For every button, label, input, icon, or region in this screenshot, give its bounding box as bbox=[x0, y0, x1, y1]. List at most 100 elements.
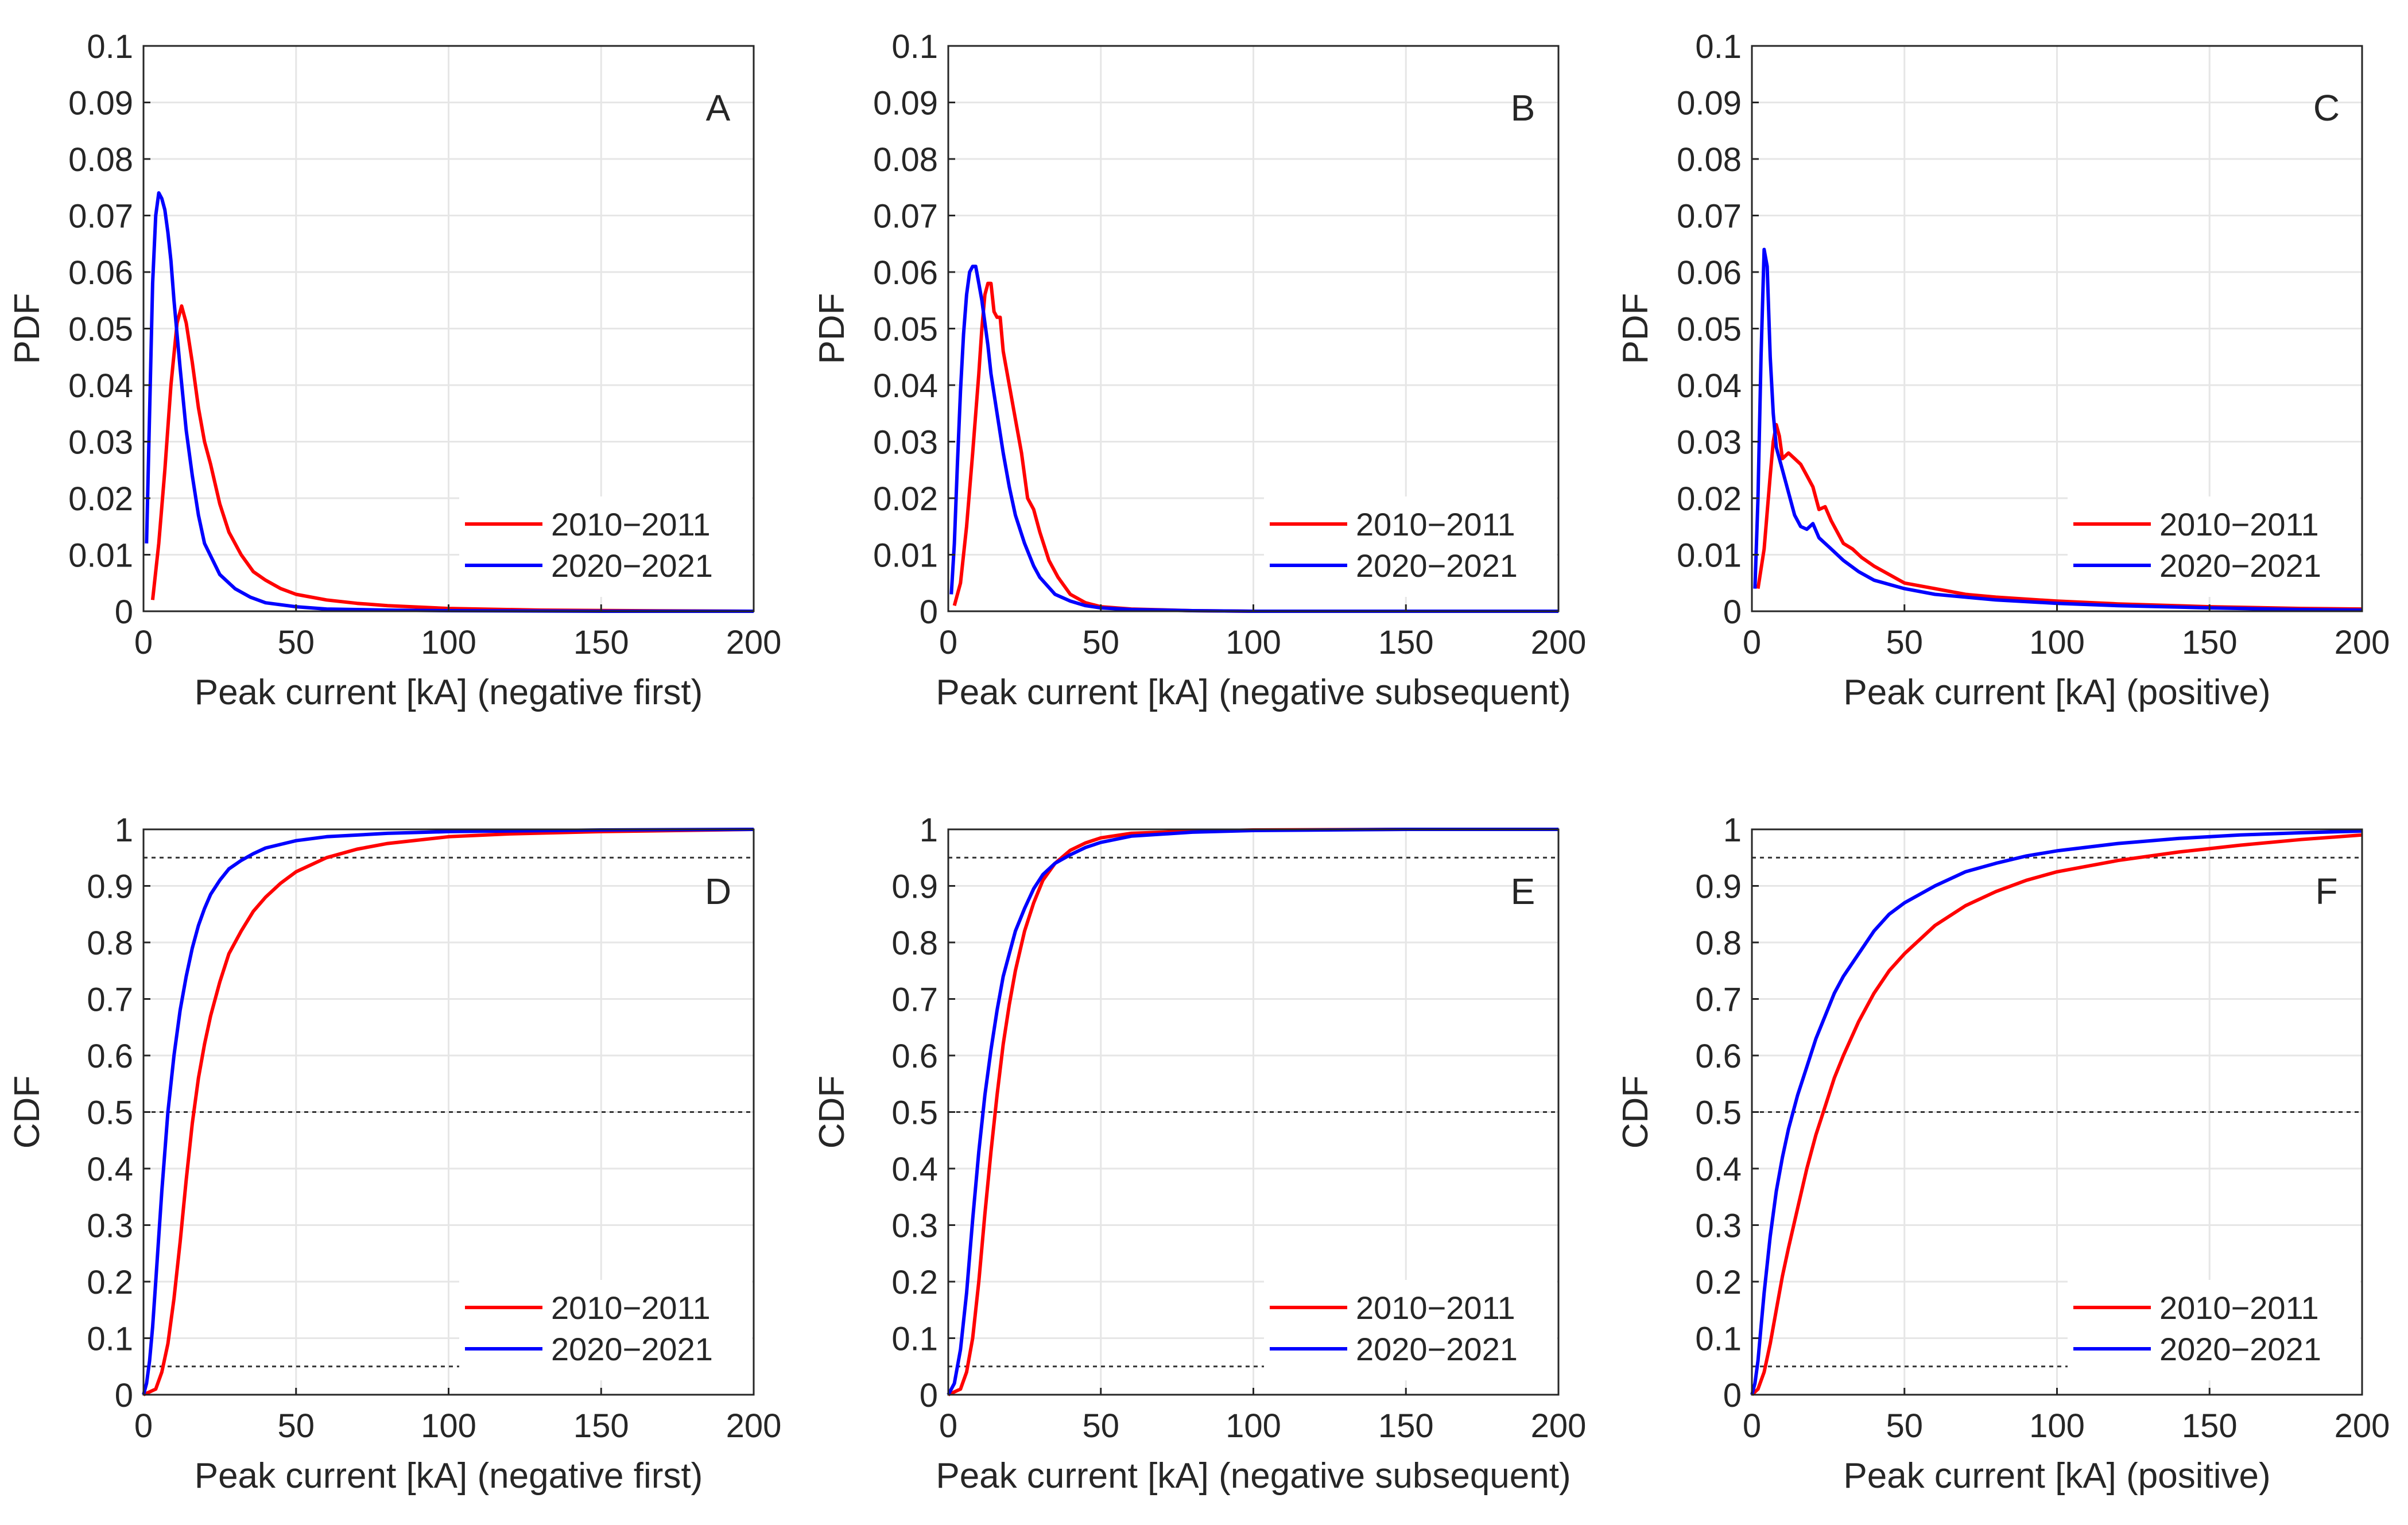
y-tick-label: 0.1 bbox=[891, 28, 938, 65]
y-axis-label: CDF bbox=[1616, 1076, 1655, 1148]
x-tick-label: 0 bbox=[134, 1407, 153, 1445]
y-tick-label: 0.2 bbox=[1695, 1264, 1742, 1301]
y-tick-label: 0.01 bbox=[68, 537, 133, 575]
legend: 2010−2011 2020−2021 bbox=[2068, 496, 2360, 597]
series-line-2020-2021 bbox=[949, 265, 1558, 613]
panel-letter: B bbox=[1511, 87, 1535, 129]
y-tick-label: 0 bbox=[115, 1377, 133, 1414]
legend-entry: 2020−2021 bbox=[2159, 1331, 2321, 1367]
y-tick-label: 0.1 bbox=[87, 28, 133, 65]
legend-entry: 2010−2011 bbox=[2159, 506, 2319, 542]
y-tick-label: 0.9 bbox=[1695, 868, 1742, 906]
x-tick-label: 150 bbox=[573, 1407, 629, 1445]
panel-letter: E bbox=[1511, 871, 1535, 912]
legend-box bbox=[459, 496, 752, 597]
legend-entry: 2020−2021 bbox=[551, 548, 713, 584]
y-tick-label: 0.07 bbox=[1677, 198, 1742, 235]
panel-B: 2010−2011 2020−2021 0 50 100 150 200 0 0.01 0.02 0… bbox=[812, 28, 1586, 712]
y-tick-label: 0.03 bbox=[1677, 424, 1742, 461]
series-line-2020-2021 bbox=[145, 191, 754, 613]
y-tick-label: 0.07 bbox=[68, 198, 133, 235]
y-tick-label: 0.7 bbox=[87, 981, 133, 1019]
legend: 2010−2011 2020−2021 bbox=[459, 496, 752, 597]
x-tick-label: 100 bbox=[1226, 1407, 1281, 1445]
y-tick-label: 0.08 bbox=[68, 141, 133, 179]
y-tick-label: 0.02 bbox=[1677, 480, 1742, 518]
y-tick-label: 0.5 bbox=[891, 1095, 938, 1132]
x-axis-label: Peak current [kA] (positive) bbox=[1843, 673, 2270, 712]
y-tick-label: 0.1 bbox=[87, 1321, 133, 1358]
y-tick-label: 0.1 bbox=[1695, 28, 1742, 65]
x-tick-label: 0 bbox=[939, 1407, 957, 1445]
legend: 2010−2011 2020−2021 bbox=[1264, 1280, 1557, 1380]
series-line-2020-2021 bbox=[1750, 829, 2363, 1395]
x-tick-label: 50 bbox=[277, 1407, 315, 1445]
y-tick-label: 0.05 bbox=[68, 311, 133, 348]
y-tick-label: 0.1 bbox=[891, 1321, 938, 1358]
y-tick-label: 0 bbox=[1723, 593, 1742, 631]
y-tick-label: 0.6 bbox=[891, 1038, 938, 1075]
y-tick-label: 0.4 bbox=[891, 1151, 938, 1188]
y-tick-label: 0.04 bbox=[1677, 367, 1742, 405]
x-tick-label: 200 bbox=[1531, 1407, 1587, 1445]
series-line-2010-2011 bbox=[1750, 833, 2363, 1396]
x-tick-label: 50 bbox=[1886, 624, 1923, 661]
x-tick-label: 200 bbox=[726, 1407, 782, 1445]
panel-letter: C bbox=[2313, 87, 2340, 129]
legend: 2010−2011 2020−2021 bbox=[459, 1280, 752, 1380]
panel-D: 2010−2011 2020−2021 0 50 100 150 200 0 0.1 0.2 0.3… bbox=[7, 812, 781, 1496]
x-tick-label: 50 bbox=[1082, 624, 1119, 661]
x-tick-label: 150 bbox=[573, 624, 629, 661]
y-tick-label: 0.4 bbox=[1695, 1151, 1742, 1188]
y-tick-label: 0.3 bbox=[891, 1208, 938, 1245]
series-line-2020-2021 bbox=[947, 828, 1558, 1396]
legend: 2010−2011 2020−2021 bbox=[2068, 1280, 2360, 1380]
legend-entry: 2020−2021 bbox=[551, 1331, 713, 1367]
x-tick-label: 0 bbox=[1743, 624, 1761, 661]
y-tick-label: 0 bbox=[920, 593, 938, 631]
y-axis-label: PDF bbox=[7, 293, 47, 364]
x-tick-label: 100 bbox=[421, 624, 476, 661]
y-tick-label: 0.5 bbox=[87, 1095, 133, 1132]
y-tick-label: 0.08 bbox=[873, 141, 938, 179]
legend-entry: 2010−2011 bbox=[1356, 1290, 1515, 1326]
y-tick-label: 1 bbox=[1723, 812, 1742, 849]
y-tick-label: 0.04 bbox=[68, 367, 133, 405]
y-axis-label: PDF bbox=[812, 293, 852, 364]
x-tick-label: 100 bbox=[2029, 1407, 2085, 1445]
x-axis-label: Peak current [kA] (positive) bbox=[1843, 1456, 2270, 1496]
x-tick-label: 200 bbox=[726, 624, 782, 661]
legend-box bbox=[2068, 1280, 2360, 1380]
x-tick-label: 50 bbox=[1886, 1407, 1923, 1445]
y-axis-label: CDF bbox=[812, 1076, 852, 1148]
x-tick-label: 50 bbox=[1082, 1407, 1119, 1445]
legend-entry: 2020−2021 bbox=[1356, 1331, 1518, 1367]
y-tick-label: 0.06 bbox=[873, 254, 938, 292]
y-tick-label: 1 bbox=[115, 812, 133, 849]
panel-letter: F bbox=[2315, 871, 2337, 912]
y-tick-label: 0.03 bbox=[873, 424, 938, 461]
x-tick-label: 100 bbox=[421, 1407, 476, 1445]
x-tick-label: 0 bbox=[939, 624, 957, 661]
y-tick-label: 0.06 bbox=[68, 254, 133, 292]
legend-box bbox=[2068, 496, 2360, 597]
series-line-2010-2011 bbox=[1756, 423, 2363, 611]
x-tick-label: 200 bbox=[2335, 1407, 2390, 1445]
x-axis-label: Peak current [kA] (negative subsequent) bbox=[936, 673, 1571, 712]
legend-entry: 2010−2011 bbox=[551, 506, 711, 542]
y-tick-label: 0 bbox=[1723, 1377, 1742, 1414]
series-line-2020-2021 bbox=[142, 828, 754, 1395]
x-axis-label: Peak current [kA] (negative first) bbox=[195, 1456, 703, 1496]
series-line-2020-2021 bbox=[1753, 247, 2363, 612]
y-tick-label: 0 bbox=[920, 1377, 938, 1414]
panel-F: 2010−2011 2020−2021 0 50 100 150 200 0 0.1 0.2 0.3… bbox=[1616, 812, 2390, 1496]
y-tick-label: 0.01 bbox=[873, 537, 938, 575]
y-tick-label: 0.7 bbox=[891, 981, 938, 1019]
y-tick-label: 0.8 bbox=[1695, 925, 1742, 962]
y-tick-label: 0.7 bbox=[1695, 981, 1742, 1019]
x-axis-label: Peak current [kA] (negative subsequent) bbox=[936, 1456, 1571, 1496]
y-tick-label: 0.01 bbox=[1677, 537, 1742, 575]
panel-letter: D bbox=[705, 871, 731, 912]
x-axis-label: Peak current [kA] (negative first) bbox=[195, 673, 703, 712]
y-tick-label: 0.02 bbox=[873, 480, 938, 518]
